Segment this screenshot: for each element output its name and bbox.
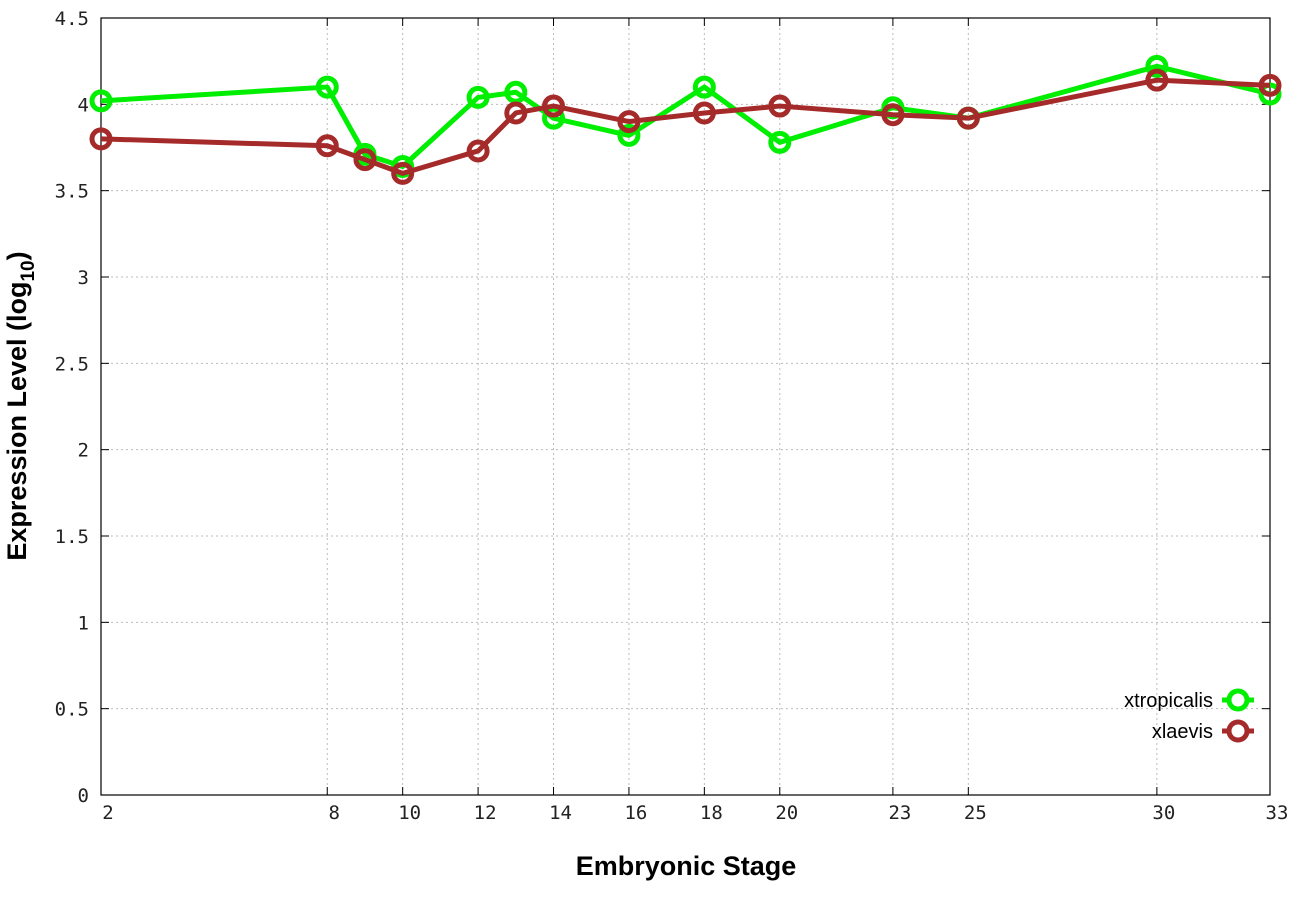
y-axis-label: Expression Level (log10) — [2, 251, 39, 560]
legend-label: xtropicalis — [1124, 690, 1213, 712]
x-tick-label: 12 — [474, 802, 497, 824]
y-tick-label: 3 — [78, 267, 89, 289]
data-point — [1145, 68, 1169, 92]
data-point — [768, 130, 792, 154]
y-tick-label: 2 — [78, 440, 89, 462]
series-line — [100, 77, 1271, 176]
y-tick-label: 4.5 — [55, 8, 89, 30]
data-point — [315, 75, 339, 99]
x-axis-label: Embryonic Stage — [576, 851, 797, 881]
legend-marker — [1226, 719, 1250, 743]
x-tick-label: 2 — [102, 802, 113, 824]
data-point — [89, 89, 113, 113]
data-point — [542, 94, 566, 118]
data-point — [542, 106, 566, 130]
x-tick-label: 30 — [1152, 802, 1175, 824]
data-point — [617, 123, 641, 147]
data-point — [391, 161, 415, 185]
y-tick-label: 1.5 — [55, 526, 89, 548]
y-tick-label: 3.5 — [55, 181, 89, 203]
y-tick-label: 0 — [78, 785, 89, 807]
legend-marker — [1226, 688, 1250, 712]
x-tick-label: 33 — [1266, 802, 1289, 824]
data-point — [1258, 73, 1282, 97]
data-point — [956, 106, 980, 130]
x-tick-label: 23 — [888, 802, 911, 824]
series-layer — [89, 54, 1282, 185]
data-point — [692, 101, 716, 125]
x-tick-label: 25 — [964, 802, 987, 824]
x-tick-label: 14 — [549, 802, 572, 824]
x-tick-label: 10 — [398, 802, 421, 824]
axes: 0 0.5 1 1.5 2 2.5 3 3.5 4 4.5 2 8 10 12 14 16 18 20 23 25 30… — [55, 8, 1289, 824]
data-point — [1145, 54, 1169, 78]
data-point — [504, 101, 528, 125]
data-point — [692, 75, 716, 99]
x-tick-label: 18 — [700, 802, 723, 824]
data-point — [353, 148, 377, 172]
data-point — [504, 80, 528, 104]
data-point — [881, 103, 905, 127]
data-point — [768, 94, 792, 118]
y-tick-label: 2.5 — [55, 353, 89, 375]
grid — [100, 17, 1271, 796]
series-xlaevis — [89, 68, 1282, 185]
x-tick-label: 16 — [624, 802, 647, 824]
data-point — [315, 134, 339, 158]
y-tick-label: 1 — [78, 612, 89, 634]
data-point — [466, 85, 490, 109]
legend-label: xlaevis — [1152, 721, 1213, 743]
legend: xtropicalis xlaevis — [1124, 688, 1254, 743]
x-tick-label: 20 — [775, 802, 798, 824]
data-point — [466, 139, 490, 163]
x-tick-label: 8 — [329, 802, 340, 824]
y-tick-label: 4 — [78, 94, 89, 116]
plot-border — [100, 17, 1271, 796]
data-point — [617, 110, 641, 134]
y-tick-label: 0.5 — [55, 699, 89, 721]
data-point — [89, 127, 113, 151]
